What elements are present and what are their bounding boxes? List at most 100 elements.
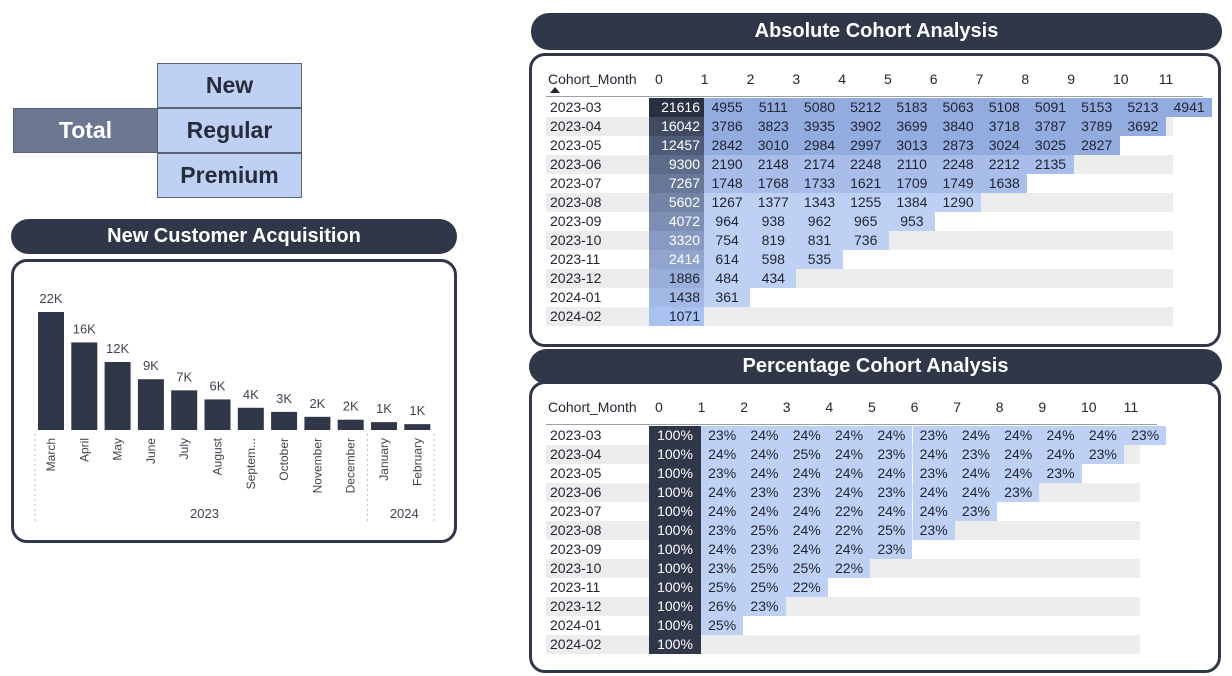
table-row [546, 635, 1140, 654]
cohort-size-cell: 100% [649, 502, 701, 521]
cohort-month-label: 2024-02 [550, 308, 602, 324]
cohort-month-label: 2023-03 [550, 427, 602, 443]
bar-6 [204, 399, 231, 430]
cohort-month-label: 2023-06 [550, 156, 602, 172]
cohort-value-cell: 2135 [1027, 155, 1074, 174]
cohort-value-cell: 24% [954, 464, 998, 483]
cohort-month-label: 2023-09 [550, 213, 602, 229]
cohort-size-cell: 100% [649, 464, 701, 483]
cohort-value-cell: 2248 [842, 155, 889, 174]
column-header[interactable]: 11 [1123, 399, 1139, 415]
column-header[interactable]: 0 [655, 399, 663, 415]
cohort-month-header[interactable]: Cohort_Month [548, 399, 637, 415]
segment-total-button[interactable]: Total [13, 108, 158, 153]
column-header[interactable]: 3 [792, 71, 801, 87]
cohort-value-cell: 3786 [704, 117, 751, 136]
column-header[interactable]: 10 [1081, 399, 1097, 415]
cohort-size-cell: 1071 [649, 307, 704, 326]
cohort-month-label: 2023-03 [550, 99, 602, 115]
absolute-cohort-table: Cohort_Month 0 1 2 3 4 5 6 7 8 9 10 11 2023-03 21616 49… [532, 56, 1218, 344]
cohort-value-cell: 598 [750, 250, 797, 269]
column-header[interactable]: 10 [1113, 71, 1129, 87]
cohort-value-cell: 24% [785, 502, 828, 521]
segment-option-new[interactable]: New [157, 63, 302, 108]
column-header[interactable]: 3 [782, 399, 791, 415]
cohort-value-cell: 831 [796, 231, 843, 250]
cohort-month-label: 2024-01 [550, 617, 602, 633]
column-header[interactable]: 0 [655, 71, 663, 87]
column-header[interactable]: 5 [868, 399, 876, 415]
column-header[interactable]: 4 [825, 399, 834, 415]
column-header[interactable]: 1 [697, 399, 706, 415]
cohort-value-cell: 5111 [750, 98, 797, 117]
cohort-value-cell: 5063 [935, 98, 982, 117]
cohort-value-cell: 24% [1081, 426, 1124, 445]
cohort-value-cell: 2997 [842, 136, 889, 155]
cohort-value-cell: 22% [785, 578, 828, 597]
cohort-size-cell: 5602 [649, 193, 704, 212]
column-header[interactable]: 7 [953, 399, 961, 415]
column-header[interactable]: 6 [929, 71, 938, 87]
year-group-label: 2023 [190, 506, 219, 521]
column-header[interactable]: 7 [975, 71, 984, 87]
cohort-size-cell: 1886 [649, 269, 704, 288]
cohort-month-label: 2023-04 [550, 446, 602, 462]
table-row [546, 288, 1174, 307]
cohort-value-cell: 25% [743, 559, 786, 578]
column-header[interactable]: 9 [1067, 71, 1075, 87]
cohort-value-cell: 24% [827, 445, 871, 464]
cohort-value-cell: 23% [743, 597, 786, 616]
category-tick-label: October [277, 438, 291, 481]
cohort-value-cell: 24% [701, 540, 744, 559]
bar-data-label: 3K [276, 391, 292, 406]
table-row [546, 269, 1174, 288]
column-header[interactable]: 1 [700, 71, 709, 87]
cohort-value-cell: 2873 [935, 136, 982, 155]
bar-9 [304, 416, 331, 430]
bar-data-label: 4K [243, 387, 259, 402]
cohort-value-cell: 1749 [935, 174, 982, 193]
cohort-value-cell: 5091 [1027, 98, 1074, 117]
bar-10 [337, 419, 364, 430]
table-row [546, 616, 1140, 635]
sort-ascending-icon[interactable] [550, 87, 560, 93]
column-header[interactable]: 8 [995, 399, 1004, 415]
cohort-value-cell: 24% [954, 426, 998, 445]
cohort-value-cell: 24% [743, 502, 786, 521]
cohort-month-label: 2023-11 [550, 251, 601, 267]
category-tick-label: May [111, 438, 125, 461]
cohort-value-cell: 24% [870, 502, 913, 521]
cohort-size-cell: 1438 [649, 288, 704, 307]
column-header[interactable]: 6 [910, 399, 919, 415]
segment-option-regular[interactable]: Regular [157, 108, 302, 153]
cohort-month-header[interactable]: Cohort_Month [548, 71, 637, 87]
column-header[interactable]: 8 [1021, 71, 1030, 87]
header-divider [546, 96, 1204, 97]
cohort-value-cell: 1290 [935, 193, 982, 212]
category-tick-label: Septem... [244, 438, 258, 489]
acquisition-bar-chart: 22K March 16K April 12K May 9K June 7K July 6K Augu… [34, 291, 435, 524]
column-header[interactable]: 2 [746, 71, 755, 87]
header-divider [546, 424, 1157, 425]
cohort-size-cell: 100% [649, 540, 701, 559]
cohort-value-cell: 2984 [796, 136, 843, 155]
cohort-value-cell: 3024 [981, 136, 1028, 155]
column-header[interactable]: 11 [1158, 71, 1174, 87]
cohort-value-cell: 24% [785, 540, 828, 559]
cohort-month-label: 2024-02 [550, 636, 602, 652]
column-header[interactable]: 4 [838, 71, 846, 87]
column-header[interactable]: 5 [884, 71, 892, 87]
segment-option-premium[interactable]: Premium [157, 153, 302, 198]
cohort-size-cell: 21616 [649, 98, 704, 117]
cohort-value-cell: 24% [997, 464, 1040, 483]
cohort-value-cell: 25% [870, 521, 913, 540]
column-header[interactable]: 2 [740, 399, 748, 415]
column-header[interactable]: 9 [1038, 399, 1047, 415]
cohort-month-label: 2023-06 [550, 484, 602, 500]
cohort-value-cell: 5212 [842, 98, 889, 117]
cohort-value-cell: 1267 [704, 193, 751, 212]
cohort-value-cell: 3692 [1119, 117, 1166, 136]
cohort-value-cell: 24% [997, 426, 1040, 445]
cohort-value-cell: 26% [701, 597, 744, 616]
cohort-month-label: 2023-08 [550, 522, 602, 538]
